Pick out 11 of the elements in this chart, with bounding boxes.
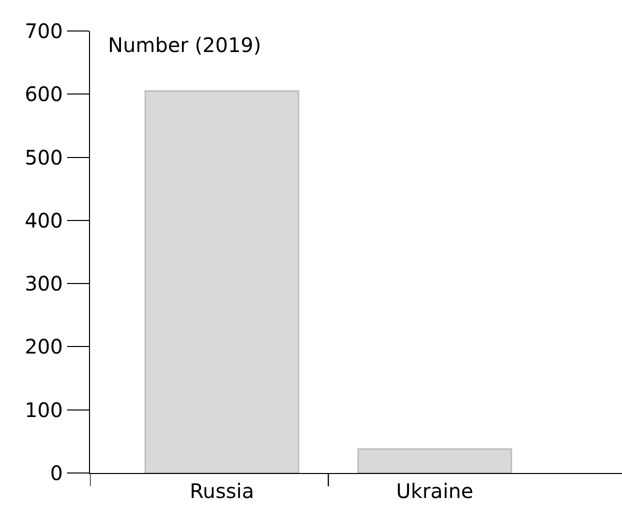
- y-tick-label: 400: [24, 208, 63, 232]
- y-tick-label: 600: [24, 82, 63, 106]
- y-tick-label: 300: [24, 272, 63, 296]
- y-tick-label: 0: [50, 461, 63, 485]
- x-tick-label: Ukraine: [396, 479, 474, 504]
- x-tick-label: Russia: [190, 479, 254, 504]
- y-tick-label: 100: [24, 398, 63, 422]
- y-tick-label: 700: [24, 19, 63, 43]
- y-tick-label: 200: [24, 334, 63, 359]
- y-axis-title: Number (2019): [108, 33, 262, 57]
- y-tick-label: 500: [24, 145, 63, 170]
